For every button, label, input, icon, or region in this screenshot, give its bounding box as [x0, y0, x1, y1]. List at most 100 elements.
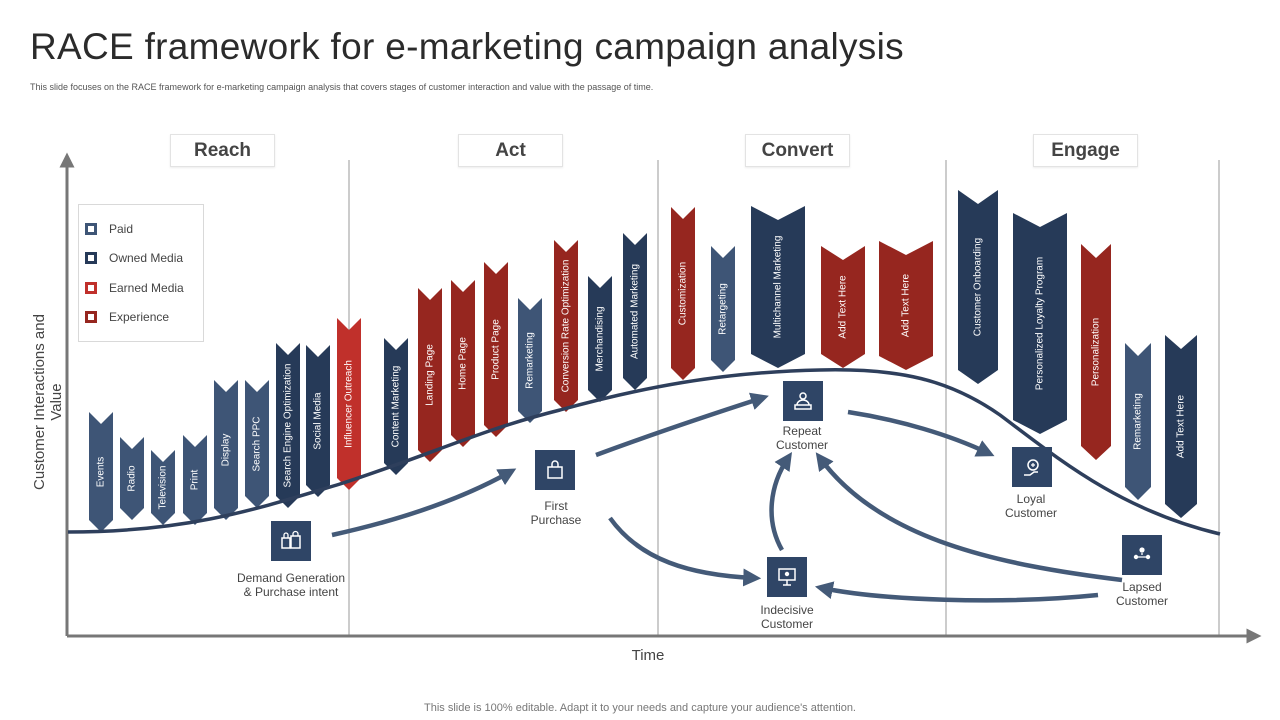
- tactic-label: Conversion Rate Optimization: [561, 260, 572, 393]
- legend-label: Experience: [109, 310, 170, 324]
- tactic-label: Personalization: [1091, 318, 1102, 386]
- node-label-indecisive-customer: Indecisive Customer: [760, 603, 814, 631]
- tactic-chevron-shape: [89, 412, 113, 532]
- tactic-label: Search PPC: [252, 416, 263, 471]
- stage-engage: Engage: [1033, 134, 1138, 167]
- tactic-chevron-shape: [671, 207, 695, 380]
- tactic-chevron-shape: [183, 435, 207, 525]
- legend-label: Owned Media: [109, 251, 184, 265]
- legend-label: Earned Media: [109, 281, 184, 295]
- tactic-label: Search Engine Optimization: [283, 364, 294, 488]
- tactic-chevron-shape: [245, 380, 269, 508]
- loyal-badge-icon: [1012, 447, 1052, 487]
- tactic-chevron: Multichannel Marketing: [751, 206, 805, 368]
- flow-arrow: [331, 468, 517, 538]
- tactic-chevron: Customization: [671, 207, 695, 380]
- tactic-label: Personalized Loyalty Program: [1035, 257, 1046, 390]
- tactic-chevron: Remarketing: [1125, 343, 1151, 500]
- tactic-chevron-shape: [418, 288, 442, 462]
- tactic-chevron: Display: [214, 380, 238, 520]
- node-label-repeat-customer: Repeat Customer: [775, 424, 828, 452]
- tactic-label: Social Media: [313, 392, 324, 450]
- tactic-chevron: Add Text Here: [879, 241, 933, 370]
- tactic-chevron: Personalized Loyalty Program: [1013, 213, 1067, 434]
- tactic-chevron: Customer Onboarding: [958, 190, 998, 384]
- tactic-label: Radio: [127, 465, 138, 492]
- tactic-chevron-shape: [958, 190, 998, 384]
- legend-item-earned-media: Earned Media: [85, 278, 184, 298]
- tactic-chevron: Content Marketing: [384, 338, 408, 475]
- tactic-chevron-shape: [384, 338, 408, 475]
- legend-item-experience: Experience: [85, 307, 169, 327]
- stage-act: Act: [458, 134, 563, 167]
- tactic-chevron-shape: [276, 343, 300, 508]
- tactic-chevron: Personalization: [1081, 244, 1111, 460]
- stage-reach: Reach: [170, 134, 275, 167]
- tactic-label: Product Page: [491, 319, 502, 380]
- node-label-loyal-customer: Loyal Customer: [1004, 492, 1057, 520]
- tactic-chevron-shape: [518, 298, 542, 423]
- tactic-chevron-shape: [751, 206, 805, 368]
- indecisive-screen-icon: [767, 557, 807, 597]
- legend-label: Paid: [109, 222, 134, 236]
- tactic-label: Print: [190, 469, 201, 490]
- tactic-chevron: Add Text Here: [1165, 335, 1197, 518]
- flow-arrow: [769, 452, 792, 552]
- flow-arrow: [815, 452, 1123, 583]
- tactic-chevron-shape: [1013, 213, 1067, 434]
- tactic-chevron-shape: [1081, 244, 1111, 460]
- tactic-label: Display: [221, 434, 232, 467]
- tactic-chevron-shape: [821, 246, 865, 368]
- tactic-chevrons: Events Radio Television Print Display Search …: [89, 190, 1197, 532]
- page-subtitle: This slide focuses on the RACE framework…: [30, 82, 654, 92]
- value-curve-line: [67, 368, 1221, 536]
- tactic-chevron-shape: [214, 380, 238, 520]
- shopping-bag-icon: [535, 450, 575, 490]
- tactic-label: Merchandising: [595, 306, 606, 371]
- customer-flow-arrows: [331, 392, 1123, 603]
- tactic-label: Home Page: [458, 337, 469, 390]
- tactic-chevron: Product Page: [484, 262, 508, 437]
- tactic-chevron: Social Media: [306, 345, 330, 497]
- node-label-lapsed-customer: Lapsed Customer: [1115, 580, 1168, 608]
- tactic-chevron: Retargeting: [711, 246, 735, 372]
- tactic-label: Add Text Here: [901, 273, 912, 337]
- legend-swatch-paid: [85, 223, 97, 235]
- tactic-chevron-shape: [120, 437, 144, 520]
- y-axis-label: Customer Interactions and Value: [31, 314, 65, 490]
- shopping-bags-icon: [271, 521, 311, 561]
- tactic-label: Automated Marketing: [630, 264, 641, 359]
- stage-convert: Convert: [745, 134, 850, 167]
- tactic-chevron: Home Page: [451, 280, 475, 447]
- tactic-chevron: Radio: [120, 437, 144, 520]
- tactic-label: Add Text Here: [1176, 394, 1187, 458]
- tactic-chevron: Landing Page: [418, 288, 442, 462]
- node-label-first-purchase: First Purchase: [530, 499, 582, 527]
- tactic-label: Events: [96, 457, 107, 488]
- tactic-chevron: Conversion Rate Optimization: [554, 240, 578, 412]
- tactic-chevron-shape: [306, 345, 330, 497]
- tactic-chevron-shape: [151, 450, 175, 525]
- footer-note: This slide is 100% editable. Adapt it to…: [424, 702, 856, 714]
- user-group-icon: [1122, 535, 1162, 575]
- tactic-chevron: Add Text Here: [821, 246, 865, 368]
- tactic-chevron-shape: [623, 233, 647, 390]
- tactic-label: Influencer Outreach: [344, 360, 355, 448]
- tactic-chevron: Search Engine Optimization: [276, 343, 300, 508]
- legend-item-owned-media: Owned Media: [85, 248, 183, 268]
- tactic-label: Retargeting: [718, 283, 729, 335]
- legend: Paid Owned Media Earned Media Experience: [78, 204, 204, 342]
- tactic-chevron-shape: [711, 246, 735, 372]
- tactic-label: Landing Page: [425, 344, 436, 406]
- x-axis-label: Time: [631, 647, 665, 664]
- flow-arrow: [847, 409, 995, 457]
- tactic-chevron-shape: [451, 280, 475, 447]
- tactic-chevron-shape: [484, 262, 508, 437]
- axes: [59, 152, 1262, 644]
- tactic-chevron: Television: [151, 450, 175, 525]
- tactic-label: Customer Onboarding: [973, 238, 984, 336]
- tactic-label: Add Text Here: [838, 275, 849, 339]
- tactic-label: Multichannel Marketing: [773, 236, 784, 339]
- node-label-demand-generation: Demand Generation & Purchase intent: [236, 571, 346, 599]
